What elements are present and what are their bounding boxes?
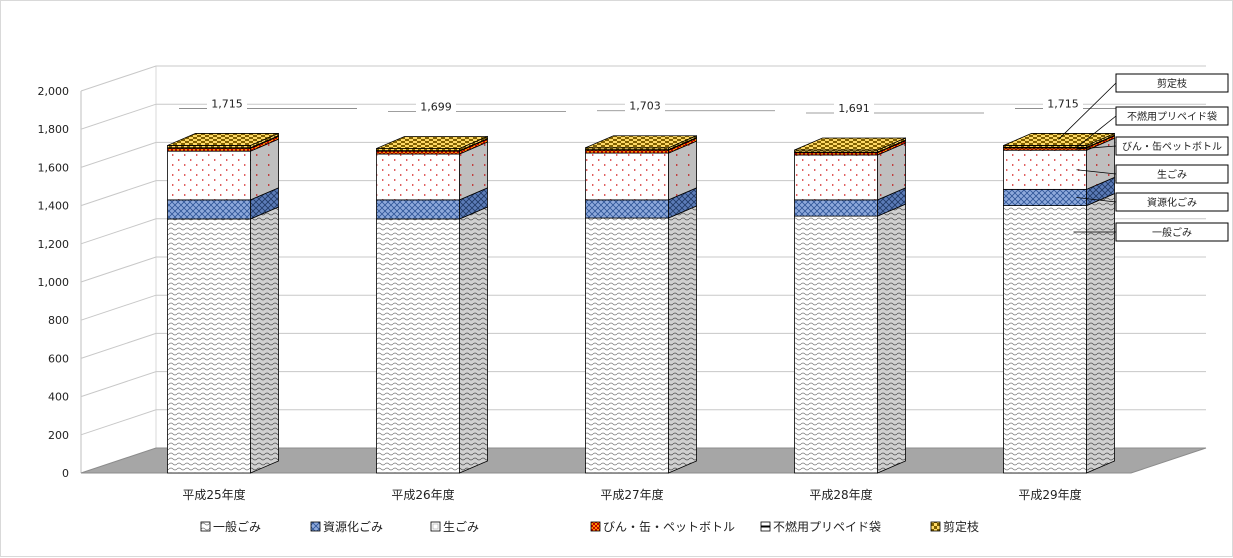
bar-3 xyxy=(794,137,906,474)
total-label: 1,703 xyxy=(629,100,661,113)
callout-leader xyxy=(1076,115,1117,148)
y-axis-ticks: 0 200 400 600 800 1,000 1,200 1,400 1,600 1,800 2,… xyxy=(38,85,70,480)
bar-segment xyxy=(794,199,878,217)
total-label: 1,715 xyxy=(1047,97,1079,110)
y-tick-label: 1,000 xyxy=(38,276,70,289)
bar-segment xyxy=(376,218,460,474)
bar-segment xyxy=(167,218,251,474)
legend-label: 不燃用プリペイド袋 xyxy=(773,519,881,534)
legend-swatch xyxy=(200,521,211,532)
total-label: 1,699 xyxy=(420,100,452,113)
y-tick-label: 1,800 xyxy=(38,123,70,136)
total-label-bg xyxy=(416,98,456,113)
bar-segment-side xyxy=(877,203,906,474)
category-labels: 平成25年度 平成26年度 平成27年度 平成28年度 平成29年度 xyxy=(182,487,1081,502)
bar-top xyxy=(585,135,697,149)
bar-2 xyxy=(585,135,697,474)
category-label: 平成29年度 xyxy=(1018,487,1081,502)
bar-top xyxy=(794,137,906,151)
callout-box xyxy=(1115,222,1229,242)
callout-label: 資源化ごみ xyxy=(1147,196,1197,209)
callout-box xyxy=(1115,136,1229,156)
total-label-bg xyxy=(1043,95,1083,110)
bar-segment-side xyxy=(459,206,488,474)
y-tick-label: 800 xyxy=(48,314,69,327)
callout-label: 剪定枝 xyxy=(1157,77,1187,90)
total-labels: 1,715 1,699 1,703 1,691 1,715 xyxy=(179,95,1193,115)
callout-label: びん・缶ペットボトル xyxy=(1122,140,1222,153)
callout-box xyxy=(1115,73,1229,93)
y-tick-label: 0 xyxy=(62,467,69,480)
bar-1 xyxy=(376,135,488,474)
total-label-bg xyxy=(834,100,874,115)
bar-segment xyxy=(794,215,878,474)
bar-segment xyxy=(167,150,251,201)
bar-segment-side xyxy=(250,206,279,474)
callout-leader xyxy=(1076,145,1117,150)
legend-swatch xyxy=(590,521,601,532)
callout-leader xyxy=(1076,169,1117,175)
legend-swatch xyxy=(930,521,941,532)
y-tick-label: 600 xyxy=(48,352,69,365)
legend-label: 一般ごみ xyxy=(213,519,261,534)
bar-segment xyxy=(585,199,669,219)
gridline xyxy=(80,65,1206,92)
y-tick-label: 1,600 xyxy=(38,161,70,174)
bar-segment xyxy=(1003,205,1087,474)
legend-swatch xyxy=(310,521,321,532)
category-label: 平成25年度 xyxy=(182,487,245,502)
bar-top xyxy=(376,136,488,149)
y-tick-label: 1,200 xyxy=(38,238,70,251)
y-tick-label: 400 xyxy=(48,391,69,404)
callout-leader xyxy=(1058,82,1117,140)
callout-label: 一般ごみ xyxy=(1152,226,1192,239)
bars xyxy=(167,132,1115,474)
callout-box xyxy=(1115,192,1229,212)
bar-segment xyxy=(376,153,460,201)
legend-label: 生ごみ xyxy=(443,519,479,534)
y-tick-label: 1,400 xyxy=(38,200,70,213)
legend-label: 剪定枝 xyxy=(943,519,979,534)
y-tick-label: 2,000 xyxy=(38,85,70,98)
legend: 一般ごみ 資源化ごみ 生ごみ びん・缶・ペットボトル 不燃用プリペイド袋 剪定枝 xyxy=(200,519,979,534)
total-label: 1,715 xyxy=(211,97,243,110)
category-label: 平成27年度 xyxy=(600,487,663,502)
bar-segment xyxy=(1003,149,1087,190)
total-label-bg xyxy=(625,97,665,112)
bar-top xyxy=(167,133,279,146)
bar-segment xyxy=(585,217,669,474)
bar-segment-side xyxy=(1086,192,1115,474)
bar-segment xyxy=(794,154,878,201)
category-label: 平成28年度 xyxy=(809,487,872,502)
total-label-bg xyxy=(207,95,247,110)
callout-box xyxy=(1115,164,1229,184)
bar-4 xyxy=(1003,132,1115,474)
callout-box xyxy=(1115,106,1229,126)
bar-segment xyxy=(167,199,251,220)
callout-leader xyxy=(1076,197,1117,203)
bar-segment xyxy=(376,150,460,155)
bar-segment xyxy=(167,147,251,152)
total-label: 1,691 xyxy=(838,102,870,115)
callout-label: 生ごみ xyxy=(1157,168,1187,181)
bar-segment-side xyxy=(668,205,697,474)
bar-segment xyxy=(585,152,669,201)
category-label: 平成26年度 xyxy=(391,487,454,502)
legend-label: びん・缶・ペットボトル xyxy=(603,520,735,534)
bar-segment xyxy=(1003,188,1087,207)
bar-segment xyxy=(376,199,460,220)
y-tick-label: 200 xyxy=(48,429,69,442)
callout-label: 不燃用プリペイド袋 xyxy=(1127,110,1217,123)
legend-label: 資源化ごみ xyxy=(323,519,383,534)
legend-swatch-mark xyxy=(432,523,439,530)
bar-segment xyxy=(585,149,669,154)
bar-0 xyxy=(167,132,279,474)
